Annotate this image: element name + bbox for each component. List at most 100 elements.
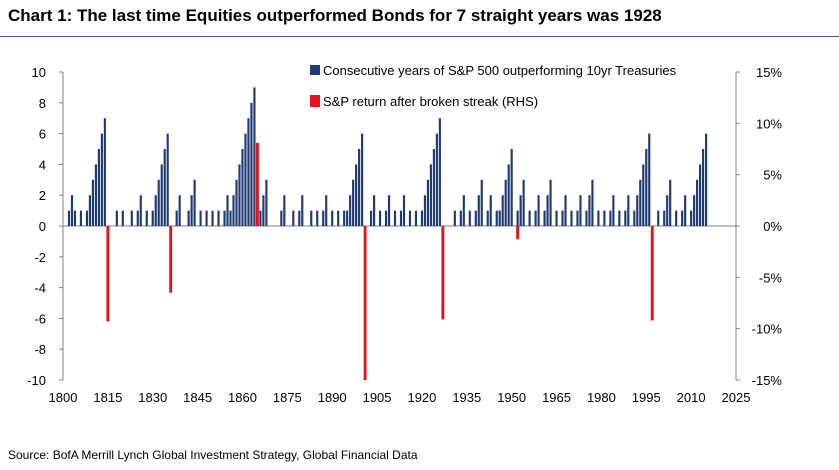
legend-label-streak: Consecutive years of S&P 500 outperformi…	[323, 63, 677, 78]
streak-bar	[597, 210, 600, 226]
streak-bar	[88, 195, 91, 226]
streak-bar	[226, 195, 229, 226]
x-tick-label: 1950	[497, 390, 526, 405]
streak-bar	[609, 210, 612, 226]
streak-bar	[361, 133, 364, 226]
x-tick-label: 2025	[722, 390, 751, 405]
left-tick-label: 10	[32, 65, 46, 80]
streak-bar	[696, 179, 699, 226]
left-tick-label: 6	[39, 127, 46, 142]
left-tick-label: -2	[34, 250, 46, 265]
streak-bar	[561, 210, 564, 226]
streak-bar	[358, 149, 361, 226]
streak-bar	[163, 149, 166, 226]
streak-bar	[612, 195, 615, 226]
return-bar	[441, 226, 445, 320]
streak-bar	[97, 149, 100, 226]
streak-bar	[85, 210, 89, 226]
streak-bar	[636, 195, 639, 226]
streak-bar	[235, 179, 238, 226]
streak-bar	[238, 164, 241, 226]
streak-bar	[387, 195, 391, 226]
streak-bar	[570, 210, 573, 226]
streak-bar	[67, 210, 71, 226]
streak-bar	[298, 210, 301, 226]
streak-bar	[666, 195, 669, 226]
streak-bar	[618, 210, 621, 226]
x-tick-label: 1845	[183, 390, 212, 405]
streak-bar	[292, 210, 295, 226]
legend: Consecutive years of S&P 500 outperformi…	[310, 63, 677, 109]
x-tick-label: 2010	[677, 390, 706, 405]
streak-bar	[79, 210, 83, 226]
streak-bar	[585, 210, 588, 226]
x-tick-label: 1995	[632, 390, 661, 405]
streak-bar	[402, 195, 406, 226]
streak-bar	[100, 133, 103, 226]
streak-bar	[316, 210, 319, 226]
streak-bar	[588, 195, 591, 226]
streak-bar	[349, 195, 352, 226]
streak-bar	[310, 210, 313, 226]
streak-bar	[414, 210, 418, 226]
streak-bar	[642, 164, 645, 226]
streak-bar	[244, 133, 247, 226]
streak-bar	[681, 210, 684, 226]
x-tick-label: 1890	[318, 390, 347, 405]
return-bar	[106, 226, 110, 322]
streak-bar	[462, 195, 465, 226]
streak-bar	[495, 210, 498, 226]
x-tick-label: 1980	[587, 390, 616, 405]
streak-bar	[705, 133, 708, 226]
streak-bar	[429, 164, 432, 226]
streak-bar	[579, 195, 582, 226]
streak-bar	[534, 210, 537, 226]
streak-bar	[507, 164, 510, 226]
streak-bar	[229, 210, 232, 226]
streak-bar	[699, 164, 702, 226]
streak-bar	[154, 195, 157, 226]
streak-bar	[498, 210, 501, 226]
streak-bar	[372, 195, 376, 226]
streak-bar	[223, 210, 226, 226]
right-tick-label: -5%	[759, 270, 783, 285]
streak-bar	[624, 210, 627, 226]
streak-bar	[262, 195, 265, 226]
streak-bar	[408, 210, 412, 226]
right-tick-label: 10%	[756, 116, 782, 131]
streak-bar	[331, 210, 334, 226]
x-tick-label: 1935	[452, 390, 481, 405]
streak-bar	[468, 210, 471, 226]
streak-bar	[280, 210, 283, 226]
streak-bar	[115, 210, 118, 226]
right-tick-label: 0%	[763, 219, 782, 234]
streak-bar	[175, 210, 178, 226]
left-tick-label: -10	[27, 373, 46, 388]
streak-bar	[528, 210, 531, 226]
streak-bar	[603, 210, 606, 226]
streak-bar	[325, 195, 328, 226]
left-tick-label: -8	[34, 342, 46, 357]
streak-bar	[73, 210, 77, 226]
streak-bar	[555, 210, 558, 226]
streak-bar	[453, 210, 456, 226]
streak-bar	[423, 195, 427, 226]
streak-bar	[378, 210, 382, 226]
streak-bar	[247, 118, 250, 226]
streak-bar	[139, 195, 142, 226]
streak-bar	[94, 164, 97, 226]
streak-bar	[136, 210, 139, 226]
streak-bar	[199, 210, 202, 226]
streak-bar	[504, 179, 507, 226]
streak-bar	[322, 210, 325, 226]
streak-bar	[690, 210, 693, 226]
streak-bar	[217, 210, 220, 226]
streak-bar	[633, 210, 636, 226]
return-bar	[255, 142, 259, 226]
streak-bar	[420, 210, 424, 226]
streak-bar	[232, 195, 235, 226]
streak-bar	[537, 195, 540, 226]
streak-bar	[205, 210, 208, 226]
legend-swatch-return	[310, 95, 320, 107]
return-bar	[363, 226, 367, 380]
